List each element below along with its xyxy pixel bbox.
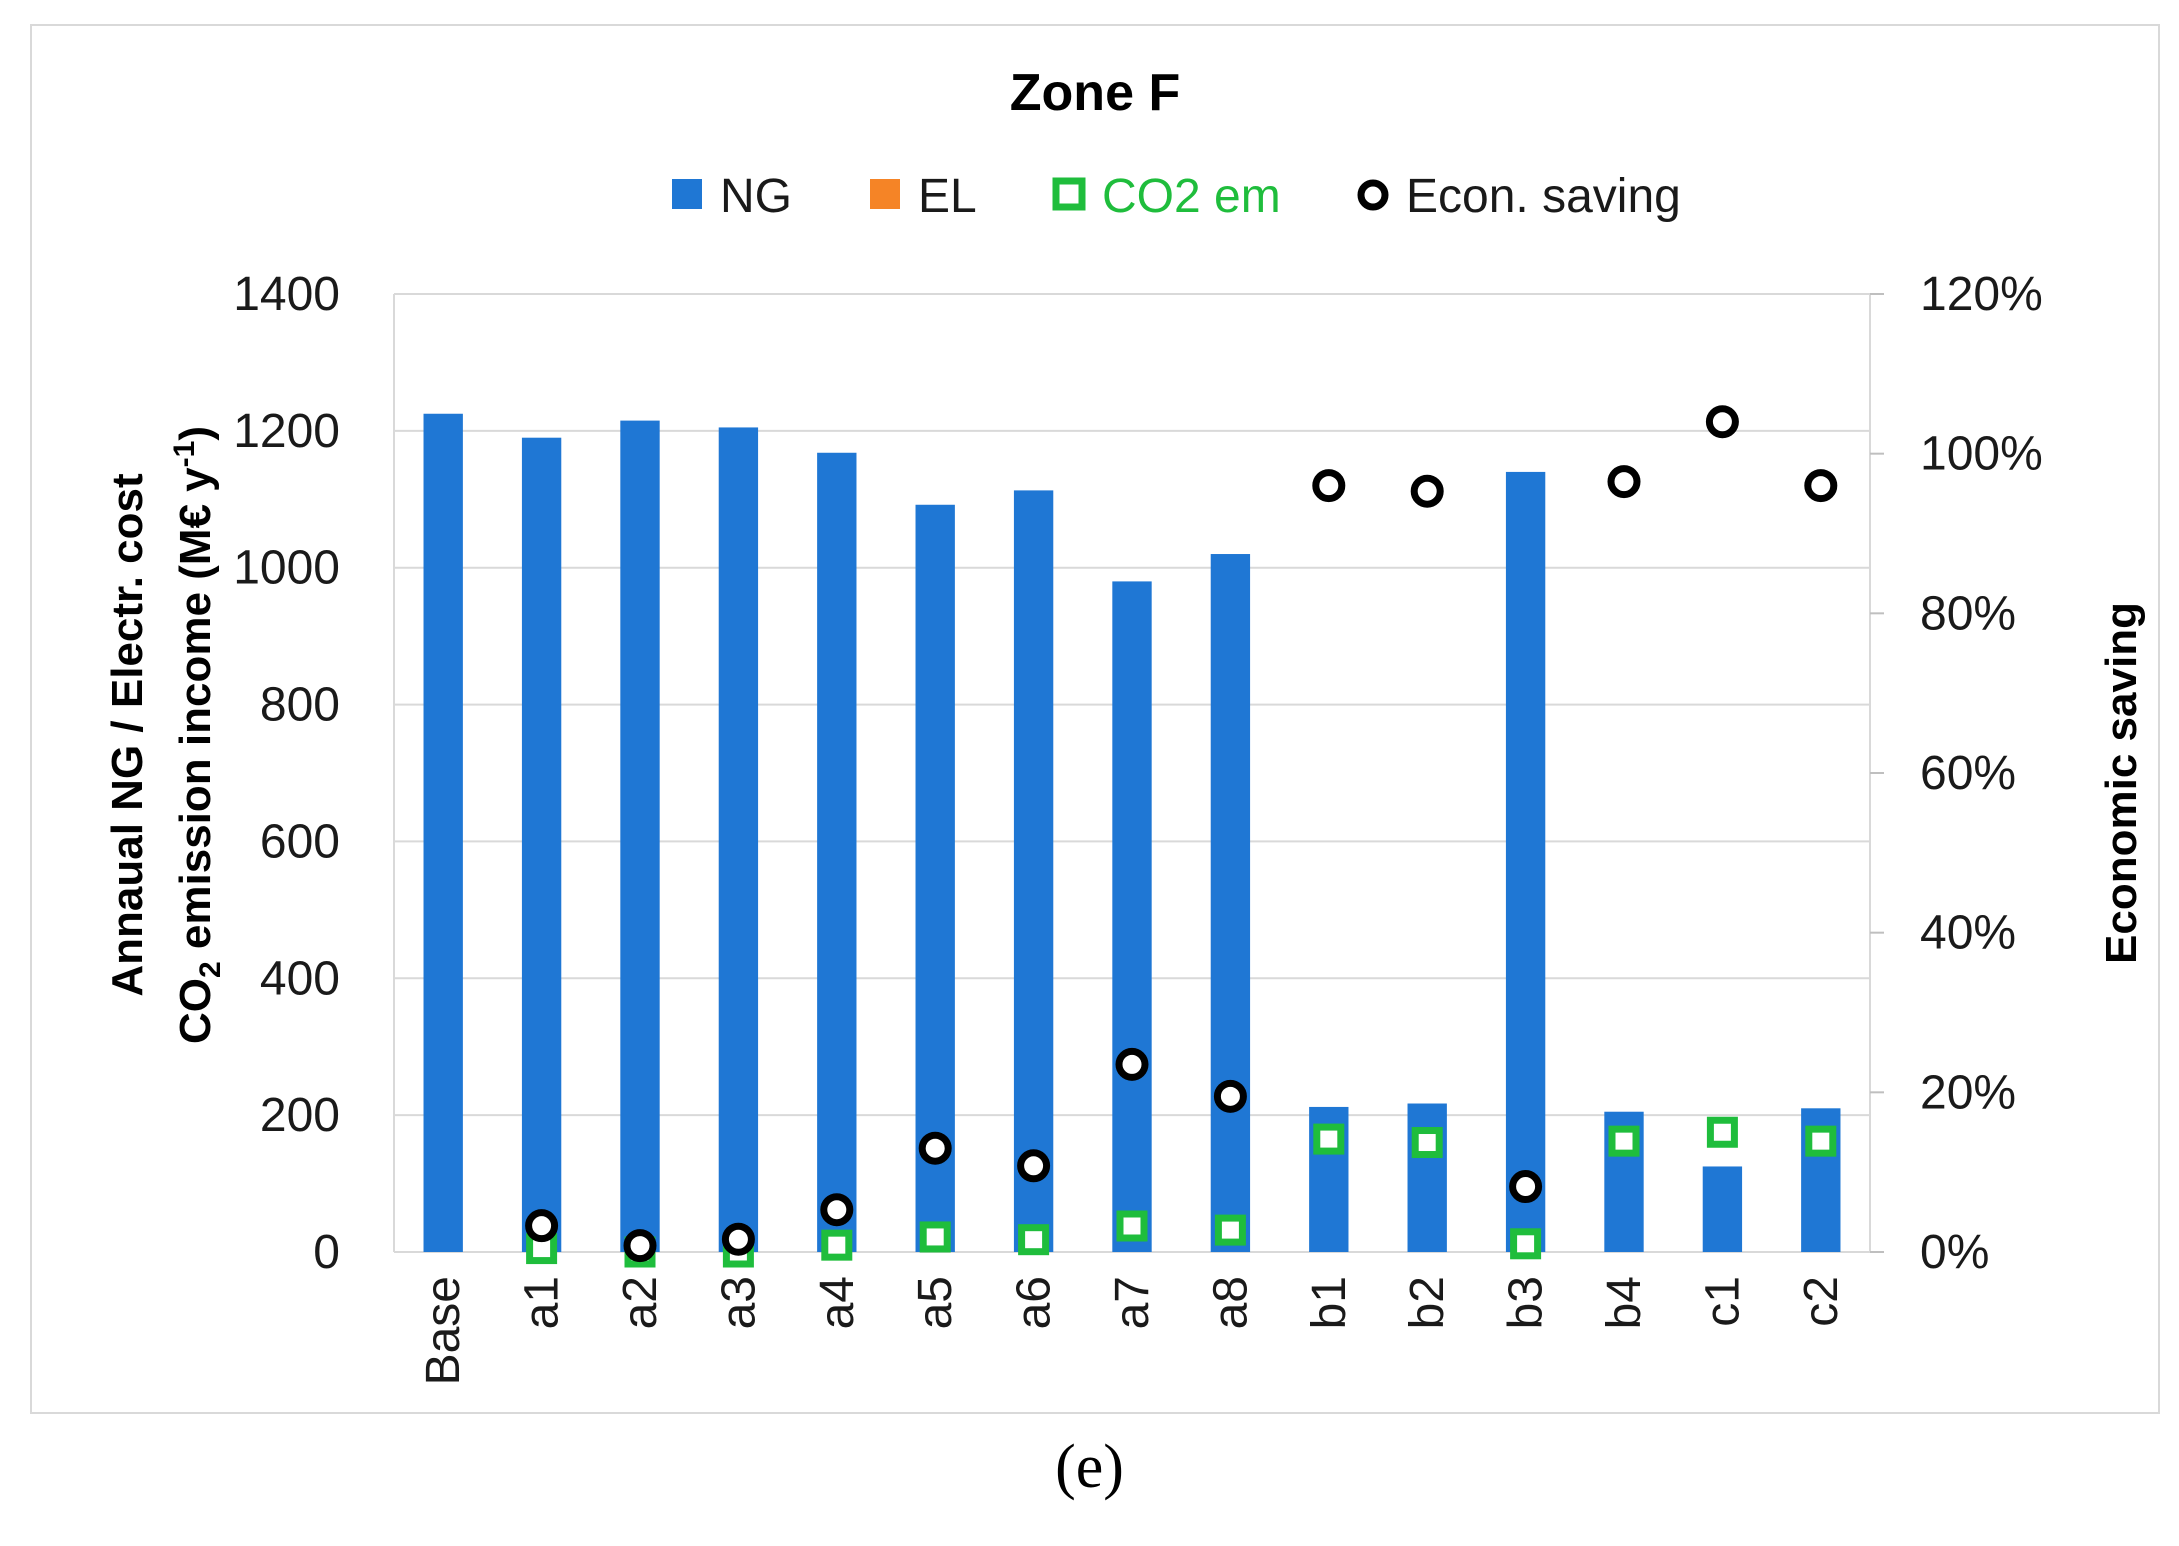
left-axis-label-sup: -1 (168, 441, 201, 468)
left-tick-label: 400 (260, 952, 340, 1005)
x-tick-label-c2: c2 (1795, 1276, 1848, 1327)
left-tick-label: 1200 (233, 405, 340, 458)
co2-marker-a8 (1214, 1214, 1246, 1246)
legend-label-ng: NG (720, 170, 792, 223)
bar-ng-c1 (1702, 1166, 1743, 1252)
markers (525, 405, 1838, 1268)
legend-label-econ-saving: Econ. saving (1406, 170, 1681, 223)
right-tick-label: 0% (1920, 1226, 1989, 1279)
bar-ng-a4 (817, 452, 857, 1252)
left-axis-label-close: ) (171, 426, 220, 441)
x-tick-label-b4: b4 (1598, 1276, 1651, 1329)
co2-marker-b3 (1510, 1228, 1542, 1260)
co2-marker-b2 (1411, 1127, 1443, 1159)
saving-marker-a6 (1017, 1149, 1051, 1183)
saving-marker-a8 (1213, 1079, 1247, 1113)
right-tick-label: 40% (1920, 907, 2016, 960)
saving-marker-b1 (1312, 469, 1346, 503)
saving-marker-a3 (721, 1222, 755, 1256)
left-tick-label: 600 (260, 815, 340, 868)
x-tick-label-a5: a5 (909, 1276, 962, 1329)
x-tick-label-a1: a1 (516, 1276, 569, 1329)
bar-ng-Base (423, 413, 463, 1252)
saving-marker-c1 (1705, 405, 1739, 439)
left-axis-label-co: CO (171, 978, 220, 1044)
left-axis-ticks: 0 200 400 600 800 1000 1200 1400 (233, 268, 340, 1279)
saving-marker-b2 (1410, 474, 1444, 508)
bar-ng-b3 (1505, 471, 1546, 1252)
saving-marker-b4 (1607, 465, 1641, 499)
left-tick-label: 0 (313, 1226, 340, 1279)
right-tick-label: 80% (1920, 587, 2016, 640)
left-tick-label: 200 (260, 1089, 340, 1142)
right-tick-label: 60% (1920, 747, 2016, 800)
left-axis-label-rest: emission income (M€ y (171, 467, 220, 961)
left-axis-label-sub: 2 (194, 961, 227, 978)
bar-ng-b2 (1407, 1103, 1447, 1252)
x-tick-label-a6: a6 (1008, 1276, 1061, 1329)
co2-marker-c2 (1805, 1125, 1837, 1157)
left-tick-label: 1400 (233, 268, 340, 321)
bar-ng-a7 (1112, 581, 1152, 1252)
co2-marker-b4 (1608, 1125, 1640, 1157)
x-tick-label-b1: b1 (1303, 1276, 1356, 1329)
chart: Zone F NG EL CO2 em Econ. saving 0 200 400 600… (103, 64, 2146, 1385)
x-tick-label-c1: c1 (1696, 1276, 1749, 1327)
right-tick-label: 120% (1920, 268, 2043, 321)
left-axis-label-line2: CO2 emission income (M€ y-1) (168, 426, 227, 1044)
saving-marker-a2 (623, 1229, 657, 1263)
saving-marker-b3 (1509, 1170, 1543, 1204)
bar-ng-a1 (521, 437, 562, 1252)
x-tick-label-a3: a3 (712, 1276, 765, 1329)
left-tick-label: 800 (260, 679, 340, 732)
legend-swatch-el (870, 179, 900, 209)
co2-marker-a4 (821, 1229, 853, 1261)
bar-ng-a5 (915, 504, 955, 1252)
legend-swatch-ng (672, 179, 702, 209)
legend-swatch-econ-saving (1357, 179, 1389, 211)
x-tick-label-b3: b3 (1500, 1276, 1553, 1329)
x-tick-label-a4: a4 (811, 1276, 864, 1329)
co2-marker-a5 (919, 1221, 951, 1253)
saving-marker-a4 (820, 1193, 854, 1227)
legend-label-el: EL (918, 170, 977, 223)
chart-title: Zone F (1010, 64, 1180, 122)
right-tick-label: 100% (1920, 428, 2043, 481)
saving-marker-a1 (525, 1209, 559, 1243)
bar-ng-a6 (1013, 490, 1054, 1252)
left-tick-label: 1000 (233, 542, 340, 595)
bar-ng-a3 (718, 427, 759, 1253)
x-tick-label-a2: a2 (614, 1276, 667, 1329)
right-axis-ticks: 0% 20% 40% 60% 80% 100% 120% (1920, 268, 2043, 1279)
co2-marker-a6 (1018, 1224, 1050, 1256)
legend-label-co2-em: CO2 em (1102, 170, 1281, 223)
saving-marker-c2 (1804, 469, 1838, 503)
x-tick-label-Base: Base (417, 1276, 470, 1385)
legend-swatch-co2-em (1052, 177, 1086, 211)
saving-marker-a5 (918, 1131, 952, 1165)
co2-marker-b1 (1313, 1123, 1345, 1155)
figure-caption: (e) (1055, 1433, 1124, 1501)
bar-ng-a8 (1210, 554, 1251, 1252)
x-axis-ticks: Base a1 a2 a3 a4 a5 a6 a7 a8 b1 b2 b3 b4 c1 c2 (417, 1276, 1848, 1385)
saving-marker-a7 (1115, 1047, 1149, 1081)
right-tick-label: 20% (1920, 1066, 2016, 1119)
legend: NG EL CO2 em Econ. saving (672, 170, 1681, 223)
chart-frame: Zone F NG EL CO2 em Econ. saving 0 200 400 600… (30, 24, 2160, 1414)
co2-marker-a7 (1116, 1210, 1148, 1242)
co2-marker-c1 (1706, 1116, 1738, 1148)
x-tick-label-a7: a7 (1106, 1276, 1159, 1329)
right-axis-label: Economic saving (2097, 602, 2146, 964)
x-tick-label-a8: a8 (1204, 1276, 1257, 1329)
x-tick-label-b2: b2 (1401, 1276, 1454, 1329)
bar-ng-a2 (620, 420, 660, 1252)
bars (423, 413, 1841, 1253)
left-axis-label-line1: Annaual NG / Electr. cost (103, 473, 152, 997)
